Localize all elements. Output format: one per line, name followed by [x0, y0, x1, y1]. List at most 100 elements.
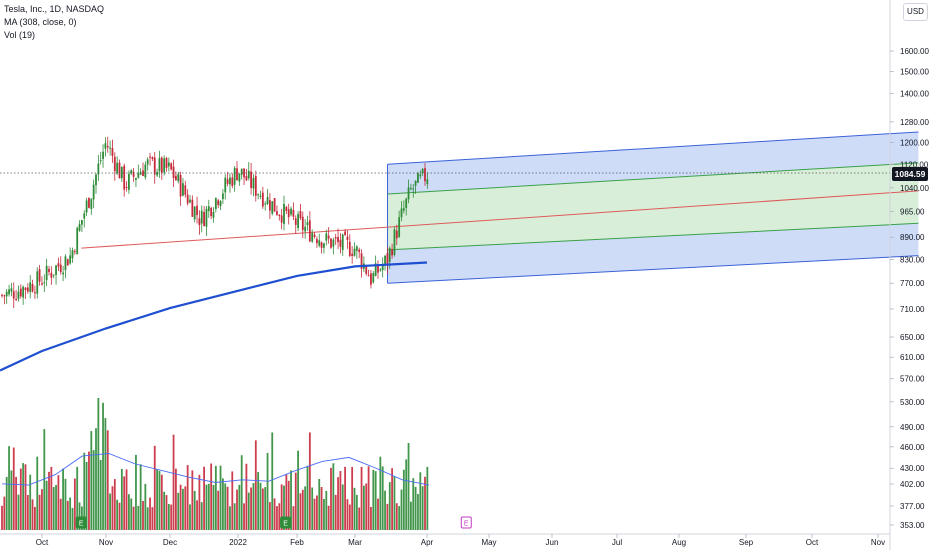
volume-bar: [92, 450, 95, 530]
x-tick-label: Nov: [871, 538, 885, 547]
y-tick-label: 1200.00: [900, 138, 929, 147]
volume-bar: [125, 469, 128, 530]
volume-bar: [381, 466, 384, 530]
candle-body: [57, 263, 60, 267]
volume-bar: [269, 502, 271, 530]
candle-body: [26, 287, 29, 292]
volume-bar: [311, 487, 314, 530]
volume-bar: [191, 470, 194, 530]
volume-bar: [26, 495, 29, 530]
x-tick-label: Mar: [348, 538, 362, 547]
volume-bar: [52, 487, 55, 530]
volume-bar: [250, 487, 252, 530]
volume-bar: [111, 486, 114, 530]
candle-body: [236, 168, 238, 181]
volume-bar: [224, 483, 227, 530]
volume-bar: [386, 503, 389, 530]
x-tick-label: Jul: [612, 538, 622, 547]
volume-bar: [19, 468, 22, 530]
candle-body: [285, 206, 288, 211]
volume-bar: [43, 429, 46, 530]
volume-bar: [297, 450, 299, 530]
volume-bar: [151, 507, 154, 530]
volume-bar: [379, 456, 382, 530]
y-tick-label: 460.00: [900, 443, 925, 452]
volume-bar: [410, 501, 412, 530]
candle-body: [214, 198, 217, 210]
volume-bar: [104, 418, 107, 530]
volume-bar: [247, 492, 250, 530]
candle-body: [301, 216, 304, 231]
volume-bar: [170, 504, 173, 530]
volume-bar: [407, 443, 410, 530]
volume-bar: [116, 499, 119, 530]
volume-bar: [198, 474, 201, 530]
candle-body: [271, 201, 274, 214]
candle-body: [348, 241, 351, 256]
candle-body: [125, 186, 128, 188]
volume-bar: [318, 479, 321, 530]
volume-legend: Vol (19): [4, 30, 36, 40]
y-tick-label: 570.00: [900, 375, 925, 384]
volume-bar: [200, 502, 203, 530]
candle-body: [73, 251, 76, 253]
candle-body: [5, 291, 8, 297]
candle-body: [355, 246, 358, 251]
candle-body: [238, 173, 241, 182]
candle-body: [24, 287, 27, 291]
candle-body: [393, 229, 396, 255]
candle-body: [144, 164, 147, 178]
volume-bar: [113, 479, 116, 530]
candle-body: [163, 158, 166, 173]
candle-body: [384, 255, 386, 264]
candle-body: [62, 272, 64, 275]
candle-body: [36, 271, 39, 294]
candle-body: [200, 210, 203, 224]
candle-body: [334, 237, 337, 239]
volume-bar: [273, 498, 276, 530]
volume-bar: [158, 470, 161, 530]
candle-body: [22, 286, 25, 298]
volume-bar: [10, 470, 13, 530]
volume-bar: [153, 445, 156, 530]
candle-body: [85, 200, 88, 213]
volume-bar: [400, 489, 403, 530]
volume-bar: [15, 476, 17, 530]
symbol-title: Tesla, Inc., 1D, NASDAQ: [4, 4, 105, 14]
volume-bar: [76, 466, 79, 530]
volume-bar: [229, 506, 231, 530]
candle-body: [8, 289, 10, 295]
volume-bar: [261, 488, 264, 530]
candle-body: [330, 238, 332, 248]
x-tick-label: Dec: [163, 538, 177, 547]
candle-body: [45, 265, 48, 281]
candle-body: [250, 171, 252, 188]
candle-body: [292, 209, 295, 217]
volume-bar: [358, 507, 361, 530]
volume-bar: [360, 466, 363, 530]
volume-bar: [17, 494, 20, 530]
volume-bar: [257, 472, 260, 530]
candle-body: [177, 174, 180, 182]
x-tick-label: May: [481, 538, 496, 547]
volume-bar: [34, 506, 36, 530]
candle-body: [341, 234, 344, 250]
volume-bar: [287, 480, 290, 530]
y-tick-label: 1040.00: [900, 184, 929, 193]
volume-bar: [271, 432, 274, 530]
candle-body: [71, 250, 74, 259]
volume-bar: [83, 452, 86, 530]
volume-bar: [99, 459, 102, 530]
pitchfork-inner-upper-line: [387, 162, 919, 195]
volume-bar: [283, 485, 285, 530]
pitchfork-median-line: [81, 190, 919, 249]
currency-badge[interactable]: USD: [903, 3, 928, 21]
volume-bar: [233, 503, 236, 530]
candle-body: [386, 253, 389, 265]
volume-bar: [55, 484, 57, 530]
candle-body: [15, 299, 17, 301]
volume-bar: [31, 499, 34, 530]
volume-bar: [388, 482, 391, 530]
candle-body: [66, 259, 69, 266]
